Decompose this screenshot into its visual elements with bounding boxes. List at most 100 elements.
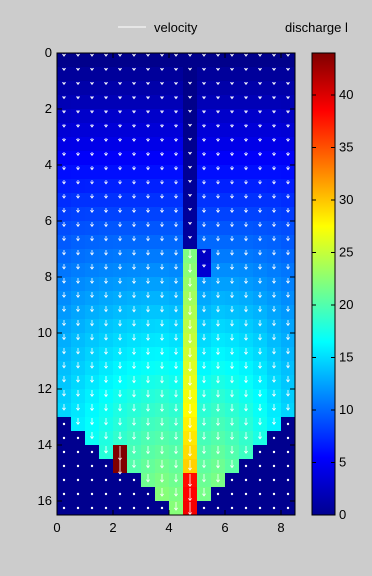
heatmap-cell [211, 67, 226, 82]
velocity-arrow [188, 250, 192, 259]
velocity-arrow [118, 418, 122, 426]
velocity-arrow [146, 418, 150, 426]
velocity-arrow [216, 432, 220, 441]
velocity-arrow [76, 138, 80, 142]
velocity-arrow [188, 179, 192, 183]
heatmap-cell [99, 249, 114, 264]
velocity-arrow [174, 488, 178, 497]
velocity-arrow [286, 362, 290, 369]
velocity-arrow [174, 474, 178, 483]
velocity-arrow [76, 278, 80, 284]
velocity-arrow [258, 222, 262, 228]
heatmap-cell [197, 179, 212, 194]
velocity-dot [132, 478, 136, 482]
legend-label-velocity: velocity [154, 20, 198, 35]
heatmap-cell [57, 291, 72, 306]
velocity-arrow [188, 151, 192, 155]
velocity-arrow [244, 376, 248, 384]
heatmap-cell [169, 263, 184, 278]
velocity-arrow [132, 418, 136, 426]
velocity-arrow [230, 166, 234, 171]
colorbar-tick-label: 10 [339, 402, 353, 417]
velocity-arrow [146, 222, 150, 228]
heatmap-cell [169, 221, 184, 236]
velocity-arrow [118, 110, 122, 114]
velocity-arrow [230, 362, 234, 370]
velocity-arrow [216, 110, 220, 114]
velocity-arrow [160, 404, 164, 412]
velocity-arrow [272, 250, 276, 256]
heatmap-cell [211, 221, 226, 236]
legend: velocity [118, 20, 198, 35]
velocity-arrow [174, 124, 178, 128]
velocity-arrow [286, 404, 290, 411]
heatmap-cell [57, 361, 72, 376]
velocity-arrow [62, 348, 66, 355]
velocity-arrow [62, 180, 66, 185]
velocity-arrow [90, 222, 94, 228]
heatmap-cell [267, 305, 282, 320]
heatmap-cell [57, 277, 72, 292]
velocity-arrow [132, 110, 136, 114]
velocity-arrow [118, 96, 122, 100]
velocity-arrow [146, 124, 150, 128]
velocity-arrow [132, 348, 136, 355]
heatmap-cell [267, 319, 282, 334]
heatmap-cell [71, 319, 86, 334]
velocity-arrow [160, 152, 164, 157]
velocity-arrow [104, 96, 108, 100]
heatmap-cell [267, 249, 282, 264]
velocity-arrow [230, 334, 234, 341]
heatmap-cell [57, 109, 72, 124]
velocity-dot [76, 450, 80, 454]
velocity-arrow [90, 208, 94, 213]
velocity-arrow [146, 67, 150, 72]
velocity-arrow [272, 180, 276, 185]
heatmap-cell [183, 165, 198, 180]
heatmap-cell [141, 151, 156, 166]
velocity-arrow [160, 208, 164, 213]
heatmap-cell [253, 53, 268, 68]
velocity-arrow [202, 348, 206, 355]
velocity-arrow [216, 376, 220, 384]
velocity-arrow [188, 362, 192, 372]
velocity-arrow [132, 194, 136, 199]
heatmap-cell [141, 221, 156, 236]
velocity-arrow [160, 334, 164, 341]
heatmap-cell [99, 179, 114, 194]
velocity-arrow [90, 110, 94, 114]
heatmap-cell [197, 305, 212, 320]
heatmap-cell [57, 95, 72, 110]
heatmap-cell [71, 67, 86, 82]
velocity-arrow [216, 124, 220, 128]
velocity-arrow [146, 320, 150, 327]
velocity-arrow [286, 96, 290, 100]
heatmap-cell [127, 221, 142, 236]
velocity-arrow [118, 124, 122, 128]
velocity-arrow [146, 250, 150, 256]
heatmap-cell [85, 263, 100, 278]
velocity-arrow [160, 488, 164, 497]
colorbar-tick-label: 0 [339, 507, 346, 522]
heatmap-cell [113, 249, 128, 264]
heatmap-cell [155, 179, 170, 194]
heatmap-cell [253, 81, 268, 96]
velocity-arrow [132, 278, 136, 285]
velocity-arrow [188, 348, 192, 358]
velocity-arrow [286, 53, 290, 57]
heatmap-cell [113, 137, 128, 152]
velocity-arrow [90, 194, 94, 199]
velocity-arrow [174, 362, 178, 370]
heatmap-cell [141, 109, 156, 124]
y-tick-label: 6 [45, 213, 52, 228]
velocity-arrow [188, 446, 192, 457]
velocity-arrow [104, 446, 108, 454]
y-tick-label: 12 [38, 381, 52, 396]
heatmap-cell [71, 165, 86, 180]
velocity-arrow [188, 390, 192, 401]
heatmap-cell [253, 109, 268, 124]
velocity-arrow [188, 165, 192, 169]
velocity-arrow [174, 180, 178, 185]
velocity-arrow [258, 53, 262, 57]
velocity-arrow [160, 53, 164, 57]
